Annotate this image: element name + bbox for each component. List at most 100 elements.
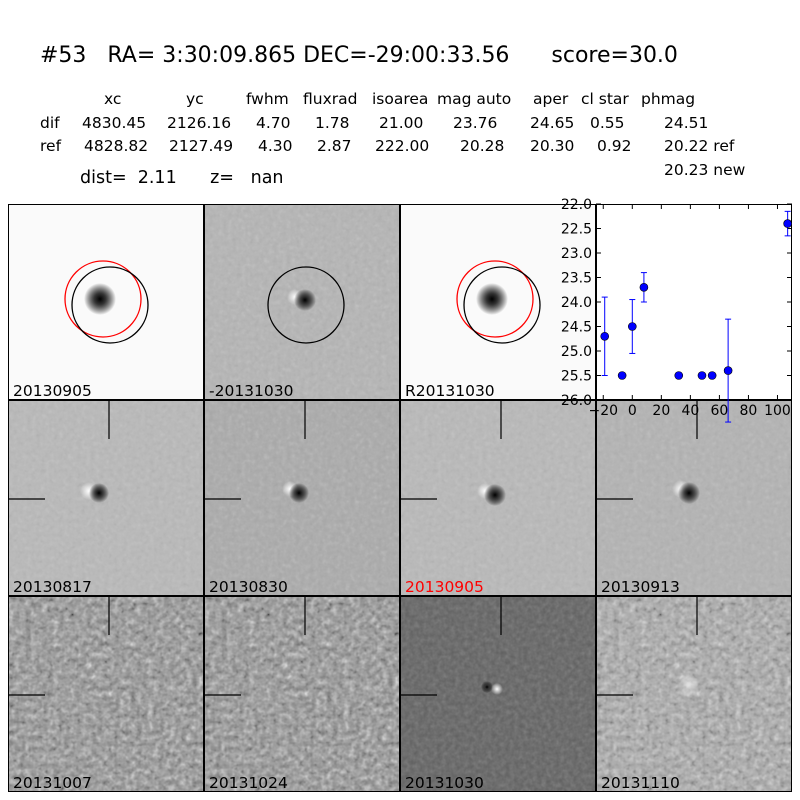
red-aperture-circle: [64, 260, 142, 338]
ref-phmag: 20.22 ref: [664, 137, 735, 155]
dif-fwhm: 4.70: [256, 114, 291, 132]
stamp-grid: 20130905 -20131030 R20131030 20130817: [8, 204, 792, 792]
stamp-image: [64, 260, 149, 344]
data-point: [600, 332, 610, 341]
data-point: [723, 366, 733, 375]
data-point: [697, 371, 707, 380]
stamp-label: 20130905: [13, 382, 92, 400]
stamp-20131030[interactable]: 20131030: [400, 596, 596, 792]
ref-cl-star: 0.92: [597, 137, 632, 155]
ref-yc: 2127.49: [169, 137, 234, 155]
col-header-aper: aper: [533, 90, 569, 108]
stamp-20130830[interactable]: 20130830: [204, 400, 400, 596]
col-header-isoarea: isoarea: [372, 90, 429, 108]
black-aperture-circle: [463, 266, 541, 344]
y-tick-label: 24.5: [561, 320, 592, 336]
stamp-label: 20131007: [13, 774, 92, 792]
dif-isoarea: 21.00: [379, 114, 424, 132]
stamp-label: 20130830: [209, 578, 288, 596]
dif-xc: 4830.45: [82, 114, 147, 132]
dif-aper: 24.65: [530, 114, 575, 132]
col-header-mag-auto: mag auto: [437, 90, 512, 108]
ref-fluxrad: 2.87: [317, 137, 352, 155]
y-tick-label: 25.5: [561, 369, 592, 385]
stamp-ref-r20131030[interactable]: R20131030: [400, 204, 596, 400]
new-phmag: 20.23 new: [664, 161, 746, 179]
data-point: [674, 371, 684, 380]
ref-fwhm: 4.30: [258, 137, 293, 155]
stamp-image: [456, 260, 541, 344]
stamp-label: 20131030: [405, 774, 484, 792]
star-blob: [84, 283, 116, 315]
stamp-20131007[interactable]: 20131007: [8, 596, 204, 792]
dif-cl-star: 0.55: [590, 114, 625, 132]
star-blob: [484, 484, 506, 506]
stamp-image: [205, 401, 399, 595]
col-header-fluxrad: fluxrad: [303, 90, 358, 108]
stamp-image: [205, 597, 399, 791]
dif-fluxrad: 1.78: [315, 114, 350, 132]
stamp-20130817[interactable]: 20130817: [8, 400, 204, 596]
y-tick-label: 24.0: [561, 295, 592, 311]
stamp-label: 20130817: [13, 578, 92, 596]
candidate-title: #53 RA= 3:30:09.865 DEC=-29:00:33.56 sco…: [40, 43, 678, 68]
star-blob: [481, 681, 493, 693]
stamp-image: [205, 205, 399, 399]
red-aperture-circle: [456, 260, 534, 338]
y-tick-label: 23.5: [561, 271, 592, 287]
chart-frame: [596, 204, 792, 400]
stamp-image: [401, 597, 595, 791]
data-point: [783, 219, 792, 228]
stamp-image: [401, 401, 595, 595]
stamp-label: 20131024: [209, 774, 288, 792]
dif-mag-auto: 23.76: [453, 114, 498, 132]
data-point: [707, 371, 717, 380]
stamp-label: -20131030: [209, 382, 294, 400]
y-tick-label: 22.0: [561, 197, 592, 213]
y-tick-label: 25.0: [561, 344, 592, 360]
ref-isoarea: 222.00: [375, 137, 430, 155]
col-header-xc: xc: [104, 90, 122, 108]
stamp-label-highlighted: 20130905: [405, 578, 484, 596]
star-blob: [294, 289, 316, 311]
x-tick-label: 0: [628, 403, 637, 419]
stamp-20131024[interactable]: 20131024: [204, 596, 400, 792]
data-point: [627, 322, 637, 331]
stamp-label: 20130913: [601, 578, 680, 596]
x-tick-label: 100: [764, 403, 791, 419]
stamp-image: [9, 597, 203, 791]
stamp-ref-20130905[interactable]: 20130905: [8, 204, 204, 400]
col-header-fwhm: fwhm: [246, 90, 289, 108]
black-aperture-circle: [71, 266, 149, 344]
ref-xc: 4828.82: [84, 137, 149, 155]
dif-phmag: 24.51: [664, 114, 709, 132]
stamp-image: [597, 401, 791, 595]
black-aperture-circle: [267, 266, 345, 344]
y-tick-label: 26.0: [561, 393, 592, 409]
star-blob: [476, 283, 508, 315]
star-blob: [289, 483, 309, 503]
col-header-cl-star: cl star: [581, 90, 629, 108]
ref-mag-auto: 20.28: [460, 137, 505, 155]
x-tick-label: 60: [710, 403, 728, 419]
dif-yc: 2126.16: [167, 114, 232, 132]
stamp-image: [597, 597, 791, 791]
y-tick-label: 22.5: [561, 222, 592, 238]
x-tick-label: 20: [652, 403, 670, 419]
x-tick-label: 80: [740, 403, 758, 419]
stamp-label: 20131110: [601, 774, 680, 792]
stamp-diff-20131030[interactable]: -20131030: [204, 204, 400, 400]
stamp-20130913[interactable]: 20130913: [596, 400, 792, 596]
stamp-image: [9, 401, 203, 595]
light-curve-chart: 22.0 22.5 23.0 23.5 24.0 24.5 25.0 25.5 26.0−20 0…: [561, 197, 792, 423]
x-tick-label: 40: [681, 403, 699, 419]
x-tick-label: −20: [588, 403, 618, 419]
star-blob: [678, 482, 700, 504]
stamp-20131110[interactable]: 20131110: [596, 596, 792, 792]
y-tick-label: 23.0: [561, 246, 592, 262]
col-header-yc: yc: [186, 90, 204, 108]
distance-redshift-line: dist= 2.11 z= nan: [80, 168, 284, 188]
stamp-20130905-current[interactable]: 20130905: [400, 400, 596, 596]
stamp-label: R20131030: [405, 382, 495, 400]
data-point: [617, 371, 627, 380]
